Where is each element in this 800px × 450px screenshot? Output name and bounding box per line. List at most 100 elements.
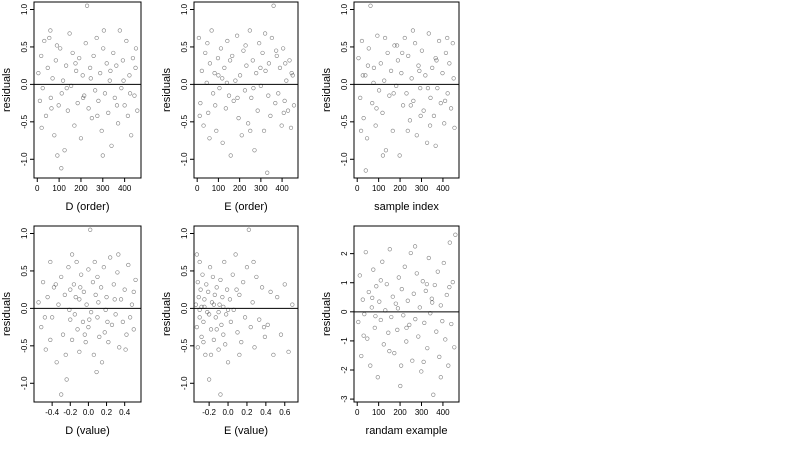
data-point [447,284,452,290]
data-point [265,170,270,175]
data-point [52,133,57,138]
data-point [69,83,74,88]
data-point [261,128,267,133]
data-point [356,56,361,61]
data-point [209,28,214,33]
y-axis-label: residuals [161,67,173,112]
data-point [127,73,132,78]
data-point [98,71,103,76]
data-point [449,321,454,327]
plot-frame [353,1,460,179]
data-point [423,288,428,293]
data-point [404,339,409,344]
data-point [82,93,87,98]
data-point [233,252,238,257]
data-point [49,106,54,111]
x-tick-label: 300 [415,184,429,193]
data-point [428,311,433,316]
data-point [392,351,397,356]
data-point [133,65,138,71]
data-point [263,68,268,73]
data-point [252,148,257,153]
data-point [395,327,400,332]
x-tick-label: 0.6 [279,408,291,417]
data-point [381,342,386,347]
data-point [54,43,60,48]
data-point [67,307,72,312]
data-point [99,360,105,365]
y-tick-label: 1.0 [340,3,349,15]
data-point [220,295,225,300]
y-tick-label: -1 [340,337,349,345]
data-point [81,95,86,100]
y-tick-label: 0 [340,309,349,314]
data-point [129,133,134,138]
data-point [58,46,63,51]
data-point [372,325,377,330]
y-axis-label: residuals [1,67,13,112]
data-point [380,110,385,115]
data-point [99,128,104,133]
data-point [216,347,221,352]
data-point [251,86,256,91]
data-point [84,302,89,307]
y-tick-label: 1.0 [180,3,189,15]
data-point [217,86,222,91]
data-point [387,93,392,98]
data-point [359,353,364,359]
data-point [79,272,84,277]
data-point [418,113,423,118]
data-point [412,244,418,249]
data-point [91,53,96,59]
data-point [132,93,137,98]
data-point [382,35,388,41]
plot-frame [193,225,299,403]
data-point [236,115,241,121]
data-point [127,91,133,96]
data-point [427,123,433,128]
data-point [202,297,207,302]
x-tick-label: 0 [35,184,40,193]
data-point [278,332,284,337]
data-point [113,312,118,317]
data-point [275,295,280,300]
data-point [243,43,248,48]
data-point [287,58,292,63]
plot-frame [353,225,460,403]
data-point [248,325,253,330]
data-point [109,322,115,327]
data-point [80,73,85,78]
y-tick-label: -0.5 [20,338,29,352]
y-tick-label: 0.0 [20,302,29,314]
data-point [363,250,368,255]
y-axis-label: residuals [161,291,173,336]
data-point [376,88,382,93]
data-point [380,259,385,264]
data-point [411,291,416,296]
data-point [50,76,55,81]
data-point [215,56,221,61]
data-point [233,78,238,83]
data-point [408,103,413,108]
data-point [53,282,58,287]
data-point [394,83,399,88]
data-point [445,35,450,41]
data-point [206,289,211,295]
data-point [424,140,430,145]
data-point [419,369,424,374]
data-point [276,91,281,96]
data-point [405,128,410,133]
data-point [208,352,214,357]
data-point [431,392,436,397]
data-point [131,289,136,295]
data-point [435,269,440,274]
data-point [424,282,429,287]
data-point [356,319,361,325]
y-tick-label: -0.5 [340,114,349,128]
data-point [247,28,252,33]
data-point [430,65,435,71]
data-point [246,121,251,126]
data-point [116,252,121,257]
y-tick-label: 0.0 [20,78,29,90]
data-point [98,285,104,290]
